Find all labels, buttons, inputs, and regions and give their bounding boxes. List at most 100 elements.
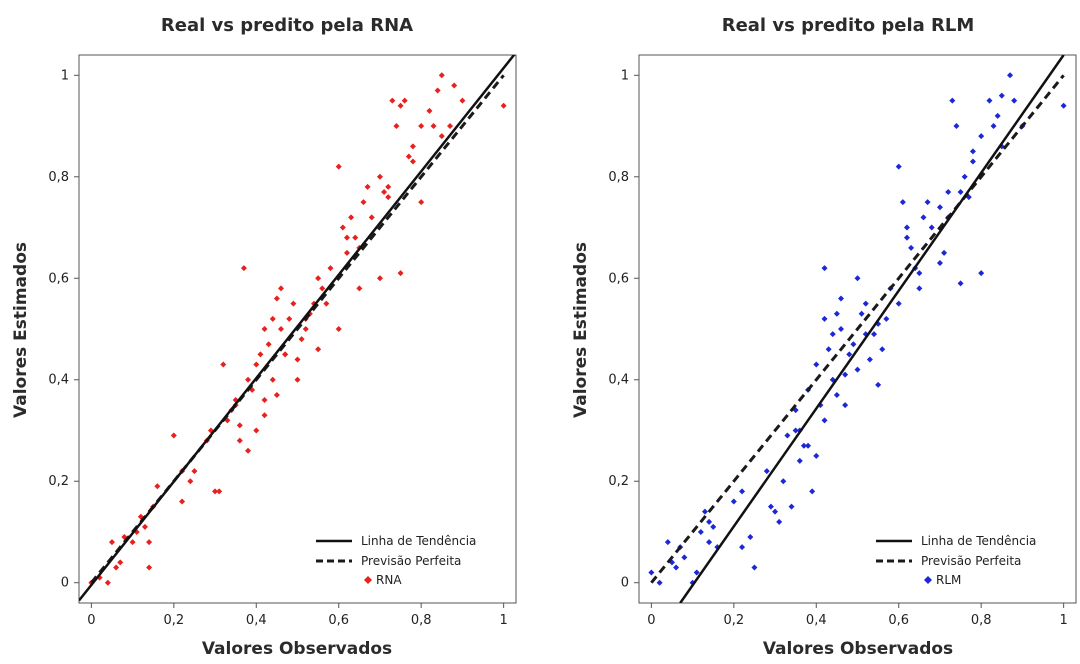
data-point [438, 133, 445, 140]
data-point [273, 295, 280, 302]
data-point [936, 260, 943, 267]
data-point [273, 391, 280, 398]
data-point [821, 315, 828, 322]
y-tick-label: 1 [621, 68, 629, 83]
data-point [343, 249, 350, 256]
plot-frame [78, 54, 517, 604]
data-point [866, 356, 873, 363]
data-point [1007, 72, 1014, 79]
data-point [376, 173, 383, 180]
y-tick-label: 0,8 [48, 170, 69, 185]
perfect-prediction-line [650, 74, 1065, 584]
data-point [701, 508, 708, 515]
data-point [257, 351, 264, 358]
data-point [949, 97, 956, 104]
data-point [220, 361, 227, 368]
data-point [920, 214, 927, 221]
data-point [870, 331, 877, 338]
data-point [108, 539, 115, 546]
legend-point-label: RLM [936, 573, 961, 587]
data-point [838, 326, 845, 332]
data-point [141, 523, 148, 530]
data-point [805, 442, 812, 449]
data-point [664, 539, 671, 546]
data-point [978, 133, 985, 140]
y-tick-label: 0,2 [48, 474, 69, 489]
data-point [730, 498, 737, 505]
x-axis-label: Valores Observados [763, 639, 953, 659]
data-point [335, 163, 342, 170]
data-point [862, 300, 869, 307]
data-point [809, 488, 816, 495]
x-tick-label: 0,8 [971, 613, 992, 628]
data-point [451, 82, 458, 89]
data-point [908, 244, 915, 251]
data-point [343, 234, 350, 241]
data-point [315, 275, 322, 282]
data-point [673, 564, 680, 571]
data-point [846, 351, 853, 358]
data-point [245, 447, 252, 454]
chart-panel-rlm: Real vs predito pela RLM Valores Observa… [571, 15, 1077, 659]
data-point [315, 346, 322, 353]
data-point [883, 315, 890, 322]
data-point [813, 361, 820, 368]
data-point [236, 422, 243, 429]
data-point [739, 544, 746, 551]
y-tick-label: 0 [61, 576, 69, 591]
data-point [356, 285, 363, 292]
data-point [648, 569, 655, 576]
data-point [447, 123, 454, 130]
data-point [833, 391, 840, 398]
data-point [170, 432, 177, 439]
data-point [236, 437, 243, 444]
data-point [953, 123, 960, 130]
data-point [895, 163, 902, 170]
data-point [187, 478, 194, 485]
data-point [895, 300, 902, 307]
data-point [393, 123, 400, 130]
data-point [385, 183, 392, 190]
legend-perfect-label: Previsão Perfeita [921, 554, 1021, 568]
data-point [302, 326, 309, 332]
x-tick-label: 0,8 [411, 613, 432, 628]
data-point [261, 397, 268, 404]
data-point [916, 285, 923, 292]
data-point [430, 123, 437, 130]
data-point [261, 412, 268, 419]
data-point [385, 194, 392, 201]
data-point [397, 270, 404, 277]
x-tick-label: 0,2 [723, 613, 744, 628]
data-point [348, 214, 355, 221]
y-tick-label: 1 [61, 68, 69, 83]
x-axis-label: Valores Observados [202, 639, 392, 659]
data-point [842, 371, 849, 378]
x-tick-label: 0,4 [246, 613, 267, 628]
data-point [364, 183, 371, 190]
legend-point-label: RNA [376, 573, 402, 587]
data-point [278, 285, 285, 292]
data-point [179, 498, 186, 505]
data-point [113, 564, 120, 571]
legend-trend-label: Linha de Tendência [921, 534, 1036, 548]
data-point [850, 341, 857, 348]
data-point [319, 285, 326, 292]
y-axis-label: Valores Estimados [571, 242, 591, 418]
data-point [854, 366, 861, 373]
data-point [706, 539, 713, 546]
x-tick-label: 1 [499, 613, 507, 628]
data-point [323, 300, 330, 307]
data-point [405, 153, 412, 160]
data-point [335, 326, 342, 332]
data-point [286, 315, 293, 322]
data-point [409, 158, 416, 165]
data-point [706, 518, 713, 525]
plot-frame [638, 54, 1077, 604]
data-point [825, 346, 832, 353]
x-tick-label: 1 [1059, 613, 1067, 628]
data-point [426, 107, 433, 114]
data-point [957, 189, 964, 195]
data-point [994, 112, 1001, 119]
data-point [278, 326, 285, 332]
data-point [829, 331, 836, 338]
